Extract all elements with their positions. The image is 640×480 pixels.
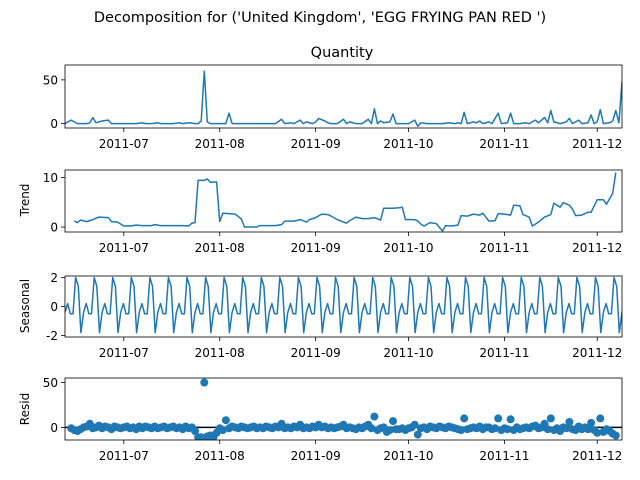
- panel-4: 0 50 2011-07 2011-08 2011-09 2011-10 2011-11 20…: [43, 376, 623, 463]
- resid-point: [460, 414, 469, 423]
- resid-point: [596, 414, 605, 423]
- plot-area: [65, 276, 622, 334]
- x-tick-label: 2011-11: [479, 241, 529, 255]
- x-tick-label: 2011-12: [572, 449, 622, 463]
- x-tick-label: 2011-09: [291, 346, 341, 360]
- x-tick-label: 2011-10: [383, 449, 433, 463]
- axes-frame: [64, 169, 623, 233]
- panel-3: -2 0 2 2011-07 2011-08 2011-09 2011-10 2011-11 2…: [46, 271, 623, 360]
- resid-point: [410, 420, 419, 429]
- resid-point: [491, 424, 500, 433]
- quantity-panel-title: Quantity: [311, 45, 374, 61]
- resid-point: [221, 416, 230, 425]
- y-tick-label: 0: [50, 117, 58, 131]
- resid-point: [457, 426, 466, 435]
- y-tick-label: 2: [50, 271, 58, 285]
- figure-title: Decomposition for ('United Kingdom', 'EG…: [94, 10, 546, 26]
- resid-point: [200, 378, 209, 387]
- panel-2: 0 10 2011-07 2011-08 2011-09 2011-10 2011-11 20…: [43, 169, 623, 255]
- x-tick-label: 2011-10: [383, 137, 433, 151]
- resid-point: [611, 431, 620, 440]
- resid-point: [506, 415, 515, 424]
- x-tick-label: 2011-09: [291, 137, 341, 151]
- x-tick-label: 2011-08: [195, 346, 245, 360]
- x-tick-label: 2011-11: [479, 137, 529, 151]
- resid-point: [218, 426, 227, 435]
- resid-point: [367, 424, 376, 433]
- y-tick-label: -2: [46, 329, 58, 343]
- resid-point: [413, 430, 422, 439]
- plot-area: [65, 70, 622, 128]
- x-tick-label: 2011-08: [195, 449, 245, 463]
- resid-point: [197, 433, 206, 440]
- y-tick-label: 50: [43, 73, 58, 87]
- plot-area: [73, 172, 617, 232]
- resid-ylabel: Resid: [18, 393, 32, 425]
- y-tick-label: 0: [50, 221, 58, 235]
- axes-frame: [64, 275, 623, 338]
- x-tick-label: 2011-10: [383, 346, 433, 360]
- plot-area: [65, 378, 622, 440]
- resid-point: [543, 425, 552, 434]
- resid-point: [584, 425, 592, 434]
- x-tick-label: 2011-10: [383, 241, 433, 255]
- resid-point: [385, 426, 394, 435]
- x-tick-label: 2011-12: [572, 346, 622, 360]
- resid-point: [546, 414, 555, 423]
- axes-frame: [64, 64, 623, 129]
- axes-frame: [64, 377, 623, 441]
- y-tick-label: 50: [43, 376, 58, 390]
- panel-1: 0 50 2011-07 2011-08 2011-09 2011-10 2011-11 20…: [43, 64, 623, 151]
- y-tick-label: 0: [50, 421, 58, 435]
- y-tick-label: 10: [43, 171, 58, 185]
- x-tick-label: 2011-08: [195, 137, 245, 151]
- x-tick-label: 2011-08: [195, 241, 245, 255]
- x-tick-label: 2011-12: [572, 241, 622, 255]
- resid-point: [503, 425, 512, 434]
- x-tick-label: 2011-07: [99, 241, 149, 255]
- series-line: [65, 70, 622, 128]
- resid-point: [562, 424, 571, 433]
- resid-point: [494, 414, 503, 423]
- y-tick-label: 0: [50, 300, 58, 314]
- x-tick-label: 2011-07: [99, 346, 149, 360]
- trend-ylabel: Trend: [18, 184, 32, 218]
- x-tick-label: 2011-07: [99, 137, 149, 151]
- resid-point: [565, 418, 574, 426]
- resid-point: [191, 427, 199, 435]
- x-tick-label: 2011-07: [99, 449, 149, 463]
- seasonal-ylabel: Seasonal: [18, 279, 32, 333]
- series-line: [65, 276, 622, 334]
- resid-point: [389, 417, 397, 426]
- x-tick-label: 2011-11: [479, 449, 529, 463]
- resid-point: [370, 412, 379, 421]
- x-tick-label: 2011-09: [291, 449, 341, 463]
- x-tick-label: 2011-11: [479, 346, 529, 360]
- x-tick-label: 2011-09: [291, 241, 341, 255]
- x-tick-label: 2011-12: [572, 137, 622, 151]
- resid-point: [587, 418, 596, 427]
- resid-point: [593, 428, 602, 437]
- series-line: [73, 172, 617, 232]
